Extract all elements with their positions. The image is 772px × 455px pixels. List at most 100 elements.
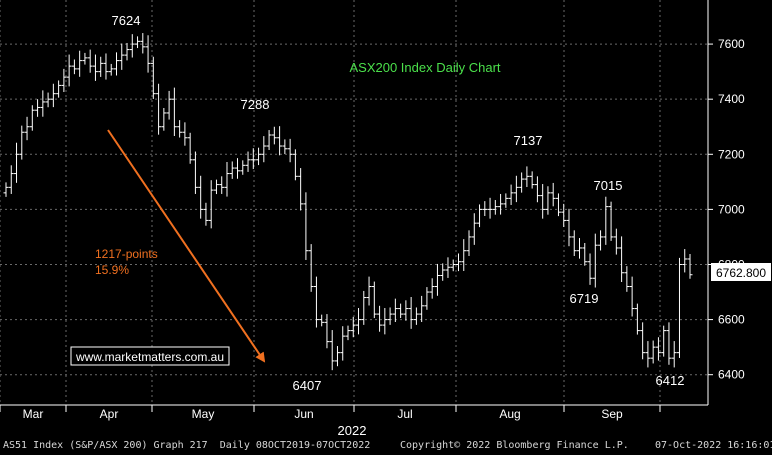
ohlc-bar: [466, 230, 472, 257]
ohlc-bar: [482, 201, 488, 216]
ohlc-bar: [487, 197, 493, 219]
y-tick-label: 7200: [718, 147, 745, 161]
ohlc-bar: [287, 138, 293, 163]
ohlc-bar: [329, 330, 335, 371]
y-tick-label: 7000: [718, 202, 745, 216]
ohlc-bar: [545, 186, 551, 215]
ohlc-bar: [508, 184, 514, 205]
ohlc-bar: [319, 314, 325, 327]
ohlc-bar: [655, 337, 661, 361]
ohlc-bar: [676, 257, 682, 358]
ohlc-bar: [477, 204, 483, 228]
ohlc-bar: [129, 34, 135, 58]
x-axis-ticks: Mar Apr May Jun Jul Aug Sep: [0, 405, 661, 421]
last-value-tag: [711, 263, 771, 281]
x-tick-label: Jun: [294, 407, 313, 421]
ohlc-bar: [71, 59, 77, 75]
x-tick-label: Apr: [100, 407, 119, 421]
ohlc-bar: [550, 182, 556, 207]
ohlc-bar: [135, 36, 141, 49]
ohlc-bar: [103, 53, 109, 80]
x-tick-label: May: [192, 407, 215, 421]
decline-arrow: [107, 129, 266, 363]
ohlc-bar: [503, 193, 509, 208]
ohlc-bar: [192, 151, 198, 194]
ohlc-bar: [313, 276, 319, 328]
last-value-label: 6762.800: [716, 266, 766, 280]
ohlc-bar: [687, 254, 693, 279]
ohlc-bar: [334, 346, 340, 367]
ohlc-bar: [77, 50, 83, 77]
decline-points-label: 1217-points: [95, 247, 158, 261]
ohlc-bar: [245, 151, 251, 172]
ohlc-bar: [461, 239, 467, 271]
ohlc-bar: [361, 290, 367, 325]
ohlc-bar: [66, 54, 72, 87]
ohlc-bar: [266, 130, 272, 150]
ohlc-bar: [119, 43, 125, 70]
ohlc-bar: [403, 300, 409, 321]
ohlc-bar: [14, 142, 20, 183]
ohlc-bar: [445, 257, 451, 278]
ohlc-bar: [29, 105, 35, 131]
ohlc-bar: [182, 122, 188, 146]
sep-low-label: 6719: [570, 291, 599, 306]
ohlc-bar: [45, 92, 51, 108]
ohlc-bar: [582, 243, 588, 266]
footer-timestamp: 07-Oct-2022 16:16:01: [655, 440, 772, 451]
ohlc-bar: [608, 201, 614, 241]
ohlc-bar: [408, 297, 414, 329]
ohlc-bar: [434, 263, 440, 296]
ohlc-bar: [382, 308, 388, 335]
ohlc-bar: [455, 253, 461, 272]
footer-security-info: AS51 Index (S&P/ASX 200) Graph 217 Daily…: [3, 440, 371, 451]
ohlc-bar: [587, 253, 593, 285]
ohlc-bar: [366, 276, 372, 306]
watermark-box: [70, 346, 230, 366]
ohlc-bar: [555, 193, 561, 217]
ohlc-bar: [682, 249, 688, 273]
ohlc-bar: [92, 54, 98, 81]
ohlc-bar: [356, 308, 362, 335]
ohlc-bar: [666, 322, 672, 365]
chart-title: ASX200 Index Daily Chart: [349, 60, 500, 75]
ohlc-bar: [292, 149, 298, 181]
x-tick-label: Aug: [499, 407, 520, 421]
ohlc-bar: [540, 184, 546, 219]
ohlc-bar: [419, 295, 425, 323]
ohlc-bar: [429, 278, 435, 299]
ohlc-bar: [198, 175, 204, 219]
ohlc-bar: [629, 276, 635, 317]
ohlc-bar: [187, 132, 193, 164]
y-tick-label: 6600: [718, 313, 745, 327]
ohlc-bar: [256, 147, 262, 166]
ohlc-bar: [108, 63, 114, 76]
x-tick-label: Jul: [397, 407, 412, 421]
ohlc-bar: [24, 116, 30, 141]
ohlc-bar: [571, 230, 577, 257]
ohlc-bar: [345, 325, 351, 341]
y-axis-ticks: 6400660068007000720074007600: [708, 37, 745, 382]
ohlc-bar: [303, 192, 309, 260]
ohlc-bar: [177, 120, 183, 138]
aug-high-label: 7137: [514, 133, 543, 148]
ohlc-bar: [229, 161, 235, 179]
ohlc-bar: [235, 158, 241, 179]
ohlc-bar: [450, 259, 456, 272]
ohlc-bar: [61, 68, 67, 93]
ohlc-bar: [624, 266, 630, 292]
ohlc-bar: [424, 287, 430, 310]
ohlc-bar: [619, 236, 625, 283]
chart-area: 6400660068007000720074007600 MarAprMayJu…: [0, 0, 771, 437]
ohlc-bar: [19, 125, 25, 160]
ohlc-bar: [498, 193, 504, 215]
ohlc-bar: [471, 213, 477, 245]
ohlc-bar: [50, 83, 56, 108]
ohlc-bar: [213, 179, 219, 195]
ohlc-bar: [561, 203, 567, 228]
sep-high-label: 7015: [594, 178, 623, 193]
footer-copyright: Copyright© 2022 Bloomberg Finance L.P.: [400, 440, 629, 451]
ohlc-bar: [98, 56, 104, 77]
ohlc-bar: [413, 307, 419, 325]
high-value-label: 7288: [241, 97, 270, 112]
